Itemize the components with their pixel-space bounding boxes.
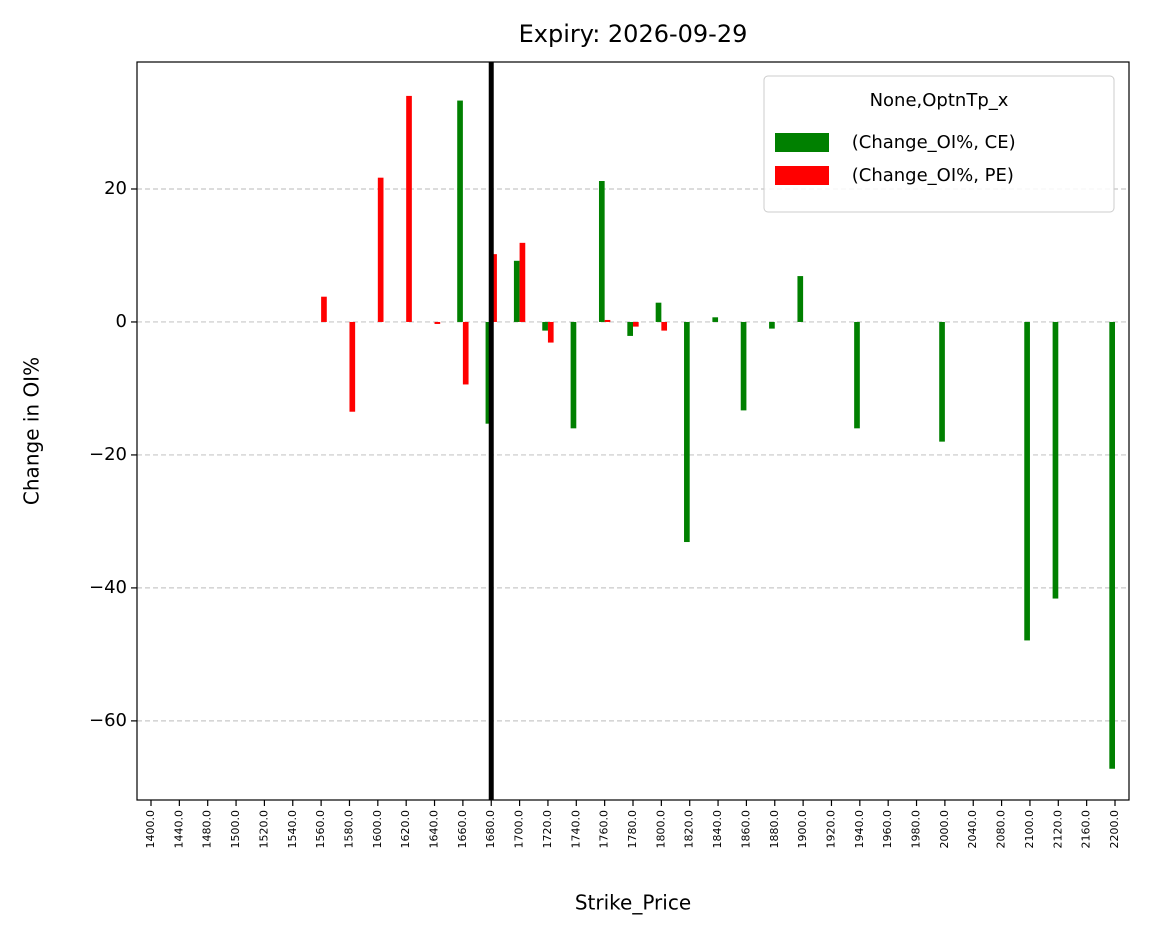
bar	[661, 321, 668, 331]
bar	[1024, 321, 1030, 641]
x-tick-label: 1440.0	[172, 810, 185, 849]
bar	[1109, 321, 1115, 769]
bar	[570, 321, 577, 429]
legend-swatch	[775, 166, 829, 185]
x-tick-label: 1860.0	[739, 810, 752, 849]
x-tick-label: 1640.0	[428, 810, 441, 849]
bar	[655, 302, 662, 322]
x-tick-label: 2100.0	[1023, 810, 1036, 849]
x-tick-label: 1780.0	[626, 810, 639, 849]
x-tick-label: 1880.0	[768, 810, 781, 849]
bar	[684, 321, 690, 543]
x-tick-label: 1700.0	[513, 810, 526, 849]
bar	[434, 321, 441, 324]
x-tick-label: 2120.0	[1051, 810, 1064, 849]
x-tick-label: 1520.0	[257, 810, 270, 849]
bar	[712, 317, 719, 322]
bar	[377, 177, 384, 322]
x-tick-label: 1740.0	[569, 810, 582, 849]
legend-label: (Change_OI%, CE)	[846, 132, 1016, 153]
x-tick-label: 1660.0	[456, 810, 469, 849]
x-tick-label: 2040.0	[966, 810, 979, 849]
legend-title: None,OptnTp_x	[870, 90, 1009, 111]
x-tick-label: 1580.0	[342, 810, 355, 849]
chart-title: Expiry: 2026-09-29	[519, 20, 748, 48]
bar	[939, 321, 945, 442]
x-tick-label: 1400.0	[144, 810, 157, 849]
y-tick-label: −20	[89, 444, 127, 465]
x-tick-label: 1720.0	[541, 810, 554, 849]
plot-frame	[136, 61, 1130, 801]
bar	[598, 181, 605, 322]
bar	[457, 100, 463, 322]
x-tick-label: 1480.0	[201, 810, 214, 849]
legend-label: (Change_OI%, PE)	[846, 165, 1014, 186]
x-tick-label: 1680.0	[484, 810, 497, 849]
bar	[462, 321, 469, 385]
bar	[547, 321, 554, 343]
x-tick-label: 1840.0	[711, 810, 724, 849]
bar	[604, 319, 611, 322]
bar	[321, 296, 327, 322]
bar	[627, 321, 633, 336]
x-tick-label: 1940.0	[853, 810, 866, 849]
x-tick-label: 2200.0	[1108, 810, 1121, 849]
x-tick-label: 2160.0	[1080, 810, 1093, 849]
legend-box	[763, 75, 1115, 213]
bar	[1052, 321, 1059, 599]
bar	[519, 242, 526, 322]
x-tick-label: 1800.0	[654, 810, 667, 849]
x-tick-label: 2000.0	[938, 810, 951, 849]
x-tick-label: 1900.0	[796, 810, 809, 849]
y-tick-label: 20	[104, 178, 127, 199]
bar	[491, 254, 497, 322]
x-tick-label: 1920.0	[824, 810, 837, 849]
bar	[854, 321, 860, 429]
y-tick-label: −60	[89, 710, 127, 731]
y-axis-label: Change in OI%	[20, 357, 44, 505]
bar	[740, 321, 747, 411]
x-tick-label: 1960.0	[881, 810, 894, 849]
x-tick-label: 1980.0	[910, 810, 923, 849]
bar	[349, 321, 356, 412]
bar	[769, 321, 775, 329]
y-tick-label: 0	[116, 311, 127, 332]
bar	[633, 321, 639, 327]
x-tick-label: 2080.0	[995, 810, 1008, 849]
x-tick-label: 1540.0	[286, 810, 299, 849]
bar	[485, 321, 492, 424]
y-tick-label: −40	[89, 577, 127, 598]
x-tick-label: 1560.0	[314, 810, 327, 849]
bar	[542, 321, 548, 331]
x-tick-label: 1500.0	[229, 810, 242, 849]
x-tick-label: 1760.0	[598, 810, 611, 849]
x-axis-label: Strike_Price	[575, 891, 691, 915]
bar	[406, 95, 412, 322]
x-tick-label: 1620.0	[399, 810, 412, 849]
bar	[513, 260, 520, 322]
x-tick-label: 1820.0	[683, 810, 696, 849]
x-tick-label: 1600.0	[371, 810, 384, 849]
legend-swatch	[775, 133, 829, 152]
bar	[797, 276, 804, 322]
